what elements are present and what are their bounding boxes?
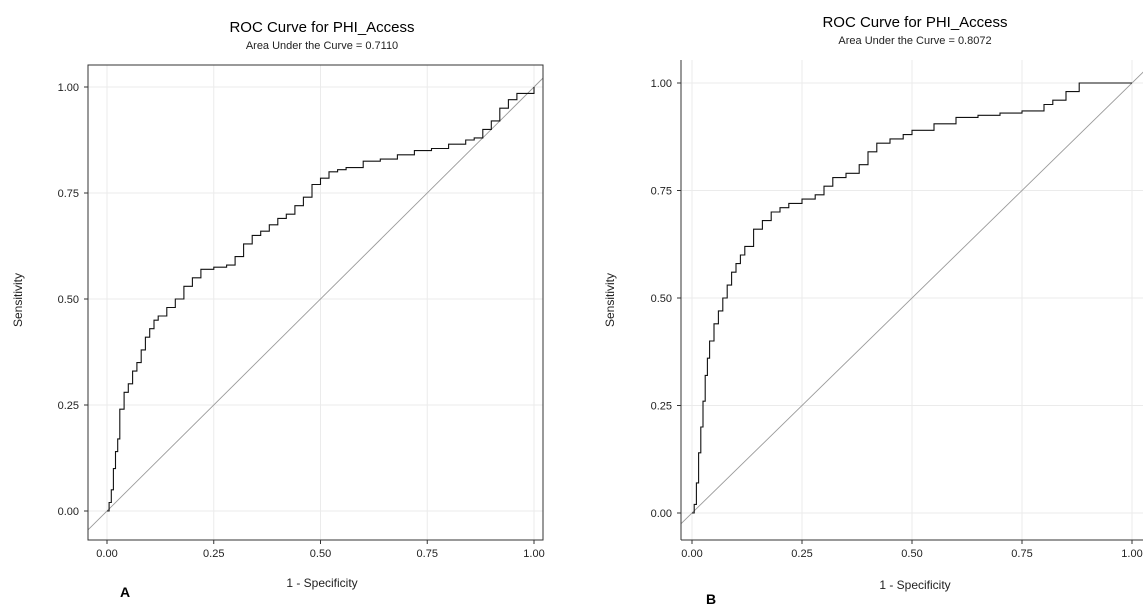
x-tick-label: 0.00 [681,548,702,560]
x-tick-label: 0.00 [96,548,117,560]
x-tick-label: 0.75 [417,548,438,560]
roc-curve-series [692,82,1132,514]
chart-title: ROC Curve for PHI_Access [822,14,1007,31]
y-tick-label: 0.75 [58,188,79,200]
x-tick-label: 0.25 [203,548,224,560]
x-axis-label: 1 - Specificity [879,578,950,592]
y-tick-label: 0.75 [651,186,672,198]
roc-curve-series [107,87,535,512]
y-axis-label: Sensitivity [603,273,617,327]
reference-diagonal-line [88,77,543,531]
chart-subtitle: Area Under the Curve = 0.8072 [838,35,991,47]
y-tick-label: 0.00 [58,506,79,518]
y-axis-label: Sensitivity [11,273,25,327]
y-tick-label: 0.25 [651,401,672,413]
y-tick-label: 0.50 [58,294,79,306]
x-tick-label: 0.50 [901,548,922,560]
y-tick-label: 1.00 [651,78,672,90]
panel-letter: A [120,584,130,600]
roc-panel-b: 0.00 0.25 0.50 0.75 1.00 0.00 0.25 0.50 0.75 1.00… [603,14,1143,607]
panel-letter: B [706,591,716,607]
x-tick-label: 1.00 [1121,548,1142,560]
y-tick-label: 0.25 [58,400,79,412]
x-tick-label: 0.75 [1011,548,1032,560]
panel-border [87,64,544,541]
chart-subtitle: Area Under the Curve = 0.7110 [246,40,398,52]
roc-panel-a: 0.00 0.25 0.50 0.75 1.00 0.00 0.25 0.50 0.75 1.00… [11,19,545,600]
chart-title: ROC Curve for PHI_Access [229,19,414,36]
y-tick-label: 0.00 [651,508,672,520]
x-tick-label: 0.25 [791,548,812,560]
x-tick-label: 1.00 [523,548,544,560]
x-axis-label: 1 - Specificity [286,576,357,590]
reference-diagonal-line [681,71,1143,525]
y-tick-label: 1.00 [58,82,79,94]
y-tick-label: 0.50 [651,293,672,305]
x-tick-label: 0.50 [310,548,331,560]
